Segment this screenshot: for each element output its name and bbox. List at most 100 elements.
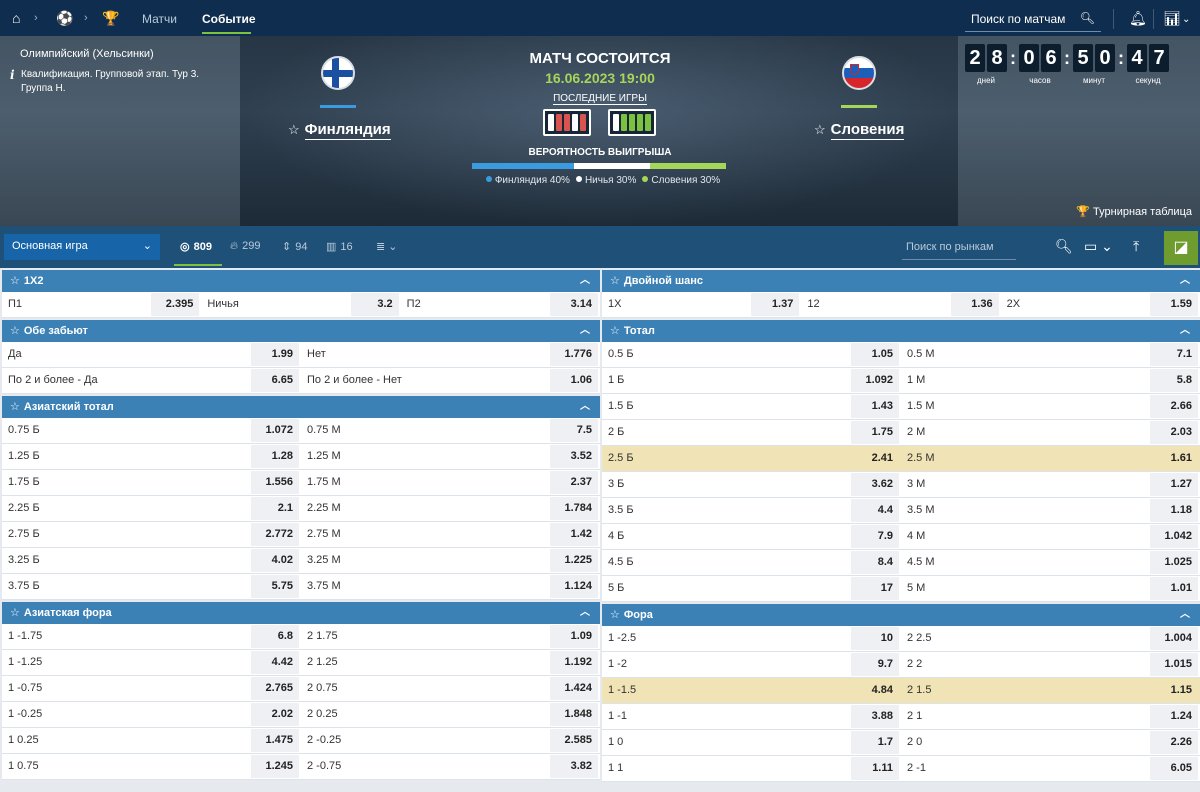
bet-outcome[interactable]: 5 Б 17	[602, 576, 901, 601]
odds-value[interactable]: 2.41	[871, 452, 893, 464]
bet-outcome[interactable]: 2.25 Б 2.1	[2, 496, 301, 521]
bet-outcome[interactable]: Ничья 3.2	[201, 292, 400, 317]
odds-value[interactable]: 1.24	[1150, 705, 1198, 728]
odds-value[interactable]: 1.75	[851, 421, 899, 444]
bet-outcome[interactable]: 4.5 Б 8.4	[602, 550, 901, 575]
bet-outcome[interactable]: 1 -2.5 10	[602, 626, 901, 651]
market-header[interactable]: ☆ Азиатская фора ︿	[2, 602, 600, 624]
odds-value[interactable]: 7.5	[550, 419, 598, 442]
bet-outcome[interactable]: 2 -1 6.05	[901, 756, 1200, 781]
filter-all-markets[interactable]: ◎ 809	[180, 240, 212, 253]
bet-outcome[interactable]: 1 -1.25 4.42	[2, 650, 301, 675]
bet-outcome[interactable]: 12 1.36	[801, 292, 1000, 317]
odds-value[interactable]: 2.26	[1150, 731, 1198, 754]
market-header[interactable]: ☆ Азиатский тотал ︿	[2, 396, 600, 418]
favorite-star-icon[interactable]: ☆	[10, 401, 20, 413]
odds-value[interactable]: 1.042	[1150, 525, 1198, 548]
bet-outcome[interactable]: 0.5 М 7.1	[901, 342, 1200, 367]
odds-value[interactable]: 1.59	[1149, 293, 1198, 316]
market-header[interactable]: ☆ Тотал ︿	[602, 320, 1200, 342]
odds-value[interactable]: 4.84	[871, 684, 893, 696]
bet-outcome[interactable]: 2 2 1.015	[901, 652, 1200, 677]
away-team-name[interactable]: Словения	[830, 121, 905, 140]
odds-value[interactable]: 8.4	[851, 551, 899, 574]
last-games-label[interactable]: ПОСЛЕДНИЕ ИГРЫ	[553, 93, 647, 105]
odds-value[interactable]: 1.072	[251, 419, 299, 442]
odds-value[interactable]: 6.8	[251, 625, 299, 648]
chevron-down-icon[interactable]: ⌄	[1182, 14, 1191, 25]
bet-outcome[interactable]: Да 1.99	[2, 342, 301, 367]
favorite-star-icon[interactable]: ☆	[814, 122, 826, 137]
market-header[interactable]: ☆ Двойной шанс ︿	[602, 270, 1200, 292]
odds-value[interactable]: 1.004	[1150, 627, 1198, 650]
bet-outcome[interactable]: По 2 и более - Да 6.65	[2, 368, 301, 393]
odds-value[interactable]: 1.42	[550, 523, 598, 546]
odds-value[interactable]: 3.14	[549, 293, 598, 316]
bet-outcome[interactable]: 1 -0.25 2.02	[2, 702, 301, 727]
bet-outcome[interactable]: 1 -0.75 2.765	[2, 676, 301, 701]
odds-value[interactable]: 2.02	[251, 703, 299, 726]
odds-value[interactable]: 1.18	[1150, 499, 1198, 522]
filter-statistics[interactable]: ▥ 16	[326, 240, 353, 253]
odds-value[interactable]: 1.99	[251, 343, 299, 366]
bet-outcome[interactable]: 3 Б 3.62	[602, 472, 901, 497]
market-header[interactable]: ☆ Фора ︿	[602, 604, 1200, 626]
odds-value[interactable]: 6.05	[1150, 757, 1198, 780]
bet-outcome[interactable]: 0.5 Б 1.05	[602, 342, 901, 367]
odds-value[interactable]: 1.11	[851, 757, 899, 780]
game-type-select[interactable]: Основная игра ⌄	[4, 234, 160, 260]
odds-value[interactable]: 7.1	[1150, 343, 1198, 366]
odds-value[interactable]: 10	[851, 627, 899, 650]
away-form-indicator[interactable]	[608, 109, 656, 136]
favorite-star-icon[interactable]: ☆	[610, 325, 620, 337]
odds-value[interactable]: 1.475	[251, 729, 299, 752]
bet-outcome[interactable]: 1 М 5.8	[901, 368, 1200, 393]
favorite-star-icon[interactable]: ☆	[10, 275, 20, 287]
odds-value[interactable]: 1.424	[550, 677, 598, 700]
away-team[interactable]: ☆ Словения	[814, 121, 905, 140]
bet-outcome[interactable]: 1 0.75 1.245	[2, 754, 301, 779]
odds-value[interactable]: 1.7	[851, 731, 899, 754]
bet-outcome[interactable]: 1 1 1.11	[602, 756, 901, 781]
odds-value[interactable]: 1.37	[751, 293, 800, 316]
odds-value[interactable]: 1.06	[550, 369, 598, 392]
bet-outcome[interactable]: Нет 1.776	[301, 342, 600, 367]
odds-value[interactable]: 1.28	[251, 445, 299, 468]
favorite-star-icon[interactable]: ☆	[288, 122, 300, 137]
bet-outcome[interactable]: 2 -0.25 2.585	[301, 728, 600, 753]
odds-value[interactable]: 5.75	[251, 575, 299, 598]
chevron-up-icon[interactable]: ︿	[580, 275, 590, 286]
bet-outcome[interactable]: П1 2.395	[2, 292, 201, 317]
bet-outcome[interactable]: 2 Б 1.75	[602, 420, 901, 445]
bet-outcome[interactable]: 2.75 М 1.42	[301, 522, 600, 547]
bet-outcome[interactable]: 2 1.5 1.15	[901, 678, 1200, 703]
bet-outcome[interactable]: 3 М 1.27	[901, 472, 1200, 497]
odds-value[interactable]: 1.01	[1150, 577, 1198, 600]
odds-value[interactable]: 1.225	[550, 549, 598, 572]
bet-outcome[interactable]: 4 Б 7.9	[602, 524, 901, 549]
odds-value[interactable]: 2.765	[251, 677, 299, 700]
bet-outcome[interactable]: 2 1 1.24	[901, 704, 1200, 729]
bet-outcome[interactable]: 5 М 1.01	[901, 576, 1200, 601]
home-icon[interactable]: ⌂	[12, 10, 21, 26]
bet-outcome[interactable]: 2.75 Б 2.772	[2, 522, 301, 547]
bet-outcome[interactable]: 1.75 М 2.37	[301, 470, 600, 495]
filter-totals[interactable]: ⇕ 94	[282, 240, 307, 253]
odds-value[interactable]: 3.82	[550, 755, 598, 778]
bet-outcome[interactable]: По 2 и более - Нет 1.06	[301, 368, 600, 393]
odds-value[interactable]: 2.772	[251, 523, 299, 546]
odds-value[interactable]: 1.015	[1150, 653, 1198, 676]
home-form-indicator[interactable]	[543, 109, 591, 136]
odds-value[interactable]: 1.15	[1170, 684, 1192, 696]
bet-outcome[interactable]: 2.5 Б 2.41	[602, 446, 901, 471]
bet-outcome[interactable]: 4 М 1.042	[901, 524, 1200, 549]
bet-outcome[interactable]: 4.5 М 1.025	[901, 550, 1200, 575]
odds-value[interactable]: 1.09	[550, 625, 598, 648]
odds-value[interactable]: 1.05	[851, 343, 899, 366]
odds-value[interactable]: 2.03	[1150, 421, 1198, 444]
bet-outcome[interactable]: 0.75 Б 1.072	[2, 418, 301, 443]
bet-outcome[interactable]: 1.75 Б 1.556	[2, 470, 301, 495]
bet-outcome[interactable]: 3.25 Б 4.02	[2, 548, 301, 573]
bet-outcome[interactable]: 2 1.25 1.192	[301, 650, 600, 675]
tournament-table-link[interactable]: 🏆 Турнирная таблица	[1076, 205, 1192, 218]
